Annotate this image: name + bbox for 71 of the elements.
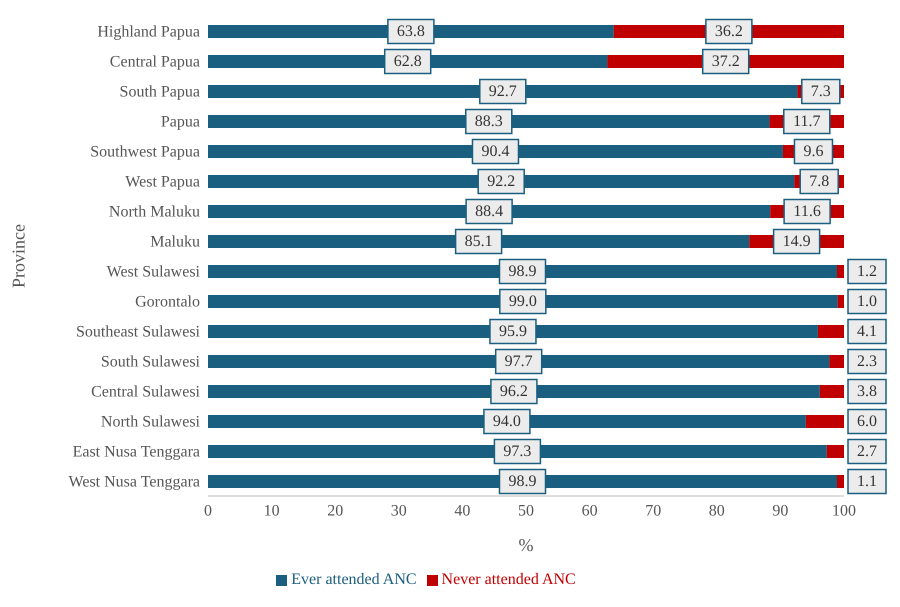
y-tick-label: Papua	[160, 114, 200, 131]
bar	[837, 265, 844, 278]
data-label: 95.9	[498, 323, 527, 340]
data-label: 7.8	[809, 173, 830, 190]
data-label: 88.4	[475, 203, 504, 220]
data-label: 36.2	[714, 23, 743, 40]
data-label: 37.2	[712, 53, 740, 70]
data-label: 4.1	[857, 323, 877, 340]
x-tick-label: 0	[204, 502, 212, 520]
legend-label: Ever attended ANC	[291, 571, 417, 588]
bar	[837, 475, 844, 488]
y-tick-label: Maluku	[150, 234, 200, 251]
y-tick-label: South Papua	[120, 84, 200, 101]
data-label: 96.2	[500, 383, 528, 400]
data-label: 99.0	[508, 293, 537, 310]
data-label: 88.3	[474, 113, 503, 130]
data-label: 2.7	[857, 443, 877, 460]
x-tick-label: 70	[645, 502, 662, 520]
data-label: 2.3	[857, 353, 877, 370]
y-tick-label: Highland Papua	[97, 24, 200, 41]
y-tick-label: Southeast Sulawesi	[76, 324, 201, 341]
data-label: 1.0	[857, 293, 877, 310]
x-tick-label: 40	[454, 502, 470, 520]
x-tick-label: 80	[708, 502, 725, 520]
bar	[806, 415, 844, 428]
bar	[838, 295, 844, 308]
x-tick-label: 30	[390, 502, 407, 520]
data-label: 7.3	[810, 83, 831, 100]
data-label: 98.9	[508, 263, 536, 280]
y-tick-label: East Nusa Tenggara	[72, 444, 200, 461]
bar	[826, 445, 844, 458]
y-tick-label: South Sulawesi	[100, 354, 201, 371]
data-label: 6.0	[857, 413, 877, 430]
data-label: 92.7	[488, 83, 517, 100]
data-label: 11.7	[793, 113, 820, 130]
x-tick-label: 100	[832, 502, 856, 520]
data-label: 62.8	[394, 53, 422, 70]
data-label: 92.2	[487, 173, 516, 190]
y-tick-label: West Nusa Tenggara	[68, 474, 200, 491]
y-axis-title: Province	[8, 224, 28, 288]
y-tick-label: Gorontalo	[135, 294, 200, 311]
x-tick-label: 60	[582, 502, 598, 520]
x-tick-label: 20	[327, 502, 344, 520]
data-label: 85.1	[464, 233, 493, 250]
data-label: 98.9	[508, 473, 536, 490]
y-tick-label: North Maluku	[108, 204, 200, 221]
legend-label: Never attended ANC	[442, 571, 576, 588]
data-label: 14.9	[782, 233, 811, 250]
y-tick-label: West Sulawesi	[106, 264, 201, 281]
x-tick-label: 90	[772, 502, 788, 520]
y-tick-label: North Sulawesi	[100, 414, 201, 431]
bar	[820, 385, 844, 398]
y-tick-label: West Papua	[125, 174, 200, 191]
data-label: 90.4	[481, 143, 510, 160]
data-label: 11.6	[793, 203, 821, 220]
data-label: 94.0	[492, 413, 521, 430]
bar	[829, 355, 844, 368]
y-tick-label: Central Papua	[110, 54, 200, 71]
data-label: 97.3	[503, 443, 532, 460]
data-label: 63.8	[396, 23, 425, 40]
data-label: 1.2	[857, 263, 877, 280]
data-label: 1.1	[857, 473, 877, 490]
x-tick-label: 10	[264, 502, 280, 520]
x-tick-label: 50	[518, 502, 534, 520]
y-tick-label: Central Sulawesi	[91, 384, 201, 401]
y-tick-label: Southwest Papua	[90, 144, 200, 161]
x-axis-title: %	[518, 535, 534, 555]
data-label: 3.8	[857, 383, 877, 400]
data-label: 9.6	[803, 143, 824, 160]
data-label: 97.7	[504, 353, 533, 370]
bar	[818, 325, 844, 338]
